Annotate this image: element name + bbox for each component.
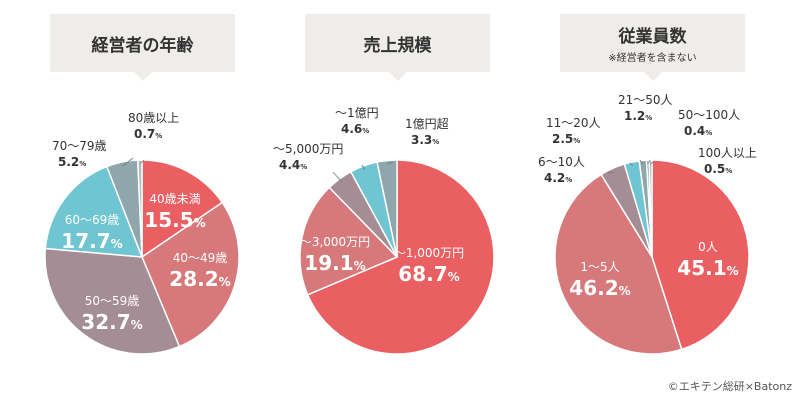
pie-chart-employees: 0人 45.1% 1〜5人 46.2% 6〜10人 4.2% 11〜20人 2.5% 21〜50… (538, 93, 757, 355)
slice-label: 1億円超 (405, 116, 449, 131)
panel-sales: 売上規模 〜1,000万円 68.7% 〜3,000万円 19.1% 〜5,000万円 4… (273, 0, 555, 370)
slice-label: 100人以上 (698, 146, 757, 160)
slice-value: 46.2% (569, 276, 630, 300)
slice-label: 〜1,000万円 (394, 246, 464, 260)
slice-value: 2.5% (552, 132, 580, 146)
header-age: 経営者の年齢 (50, 14, 235, 81)
pie-slice (648, 159, 653, 258)
slice-label: 70〜79歳 (52, 139, 107, 153)
slice-label: 〜3,000万円 (300, 235, 370, 249)
leader-line (650, 161, 654, 165)
slice-value: 45.1% (677, 256, 738, 280)
pie-chart-age: 40歳未満 15.5% 40〜49歳 28.2% 50〜59歳 32.7% 60〜69歳 17… (44, 111, 240, 355)
slice-label: 1〜5人 (580, 260, 619, 274)
chart-title: 経営者の年齢 (91, 35, 194, 56)
slice-label: 60〜69歳 (65, 213, 120, 227)
pie-slices (44, 159, 240, 355)
leader-line (647, 159, 651, 165)
slice-label: 〜5,000万円 (273, 142, 343, 156)
header-sales: 売上規模 (305, 14, 490, 81)
slice-label: 0人 (698, 240, 718, 254)
slice-value: 5.2% (58, 155, 86, 169)
leader-line (387, 161, 394, 165)
pie-slice (141, 159, 224, 259)
pie-slices (554, 159, 750, 355)
pie-slice (44, 247, 181, 355)
slice-value: 4.6% (341, 122, 369, 136)
pie-slice (299, 186, 399, 296)
slice-value: 15.5% (144, 208, 205, 232)
slice-value: 4.2% (544, 171, 572, 185)
panel-age: 経営者の年齢 40歳未満 15.5% 40〜49歳 28.2% 50〜59歳 32.7% 6… (40, 0, 300, 370)
leader-line (122, 157, 134, 167)
leader-line (607, 171, 615, 174)
slice-label: 40〜49歳 (173, 251, 228, 265)
chart-title: 売上規模 (363, 35, 432, 56)
slice-value: 17.7% (61, 229, 122, 253)
leader-line (639, 159, 644, 165)
chart-subtitle: ※経営者を含まない (608, 53, 697, 64)
slice-value: 32.7% (81, 310, 142, 334)
credit-text: ©エキテン総研×Batonz (667, 380, 792, 393)
slice-value: 4.4% (279, 158, 307, 172)
pie-slice (136, 159, 143, 258)
slice-label: 6〜10人 (538, 155, 585, 169)
slice-value: 0.4% (684, 124, 712, 138)
pie-slice (44, 165, 144, 258)
leader-line (361, 164, 366, 170)
slice-value: 19.1% (304, 251, 365, 275)
leader-line (629, 162, 633, 167)
chart-title: 従業員数 (618, 27, 687, 47)
pie-slices (299, 159, 495, 355)
pie-slice (651, 159, 750, 351)
slice-value: 3.3% (411, 133, 439, 147)
pie-chart-sales: 〜1,000万円 68.7% 〜3,000万円 19.1% 〜5,000万円 4.4% 〜1… (273, 106, 495, 355)
pie-slice (554, 173, 683, 355)
slice-value: 0.5% (704, 162, 732, 176)
slice-label: 40歳未満 (149, 192, 200, 206)
slice-value: 0.7% (134, 127, 162, 141)
pie-slice (376, 159, 398, 258)
pie-slice (306, 159, 495, 355)
slice-value: 28.2% (169, 267, 230, 291)
slice-label: 21〜50人 (618, 93, 673, 107)
leader-line (332, 171, 343, 183)
slice-label: 50〜100人 (678, 108, 740, 122)
panel-employees: 従業員数 ※経営者を含まない 0人 45.1% 1〜5人 46.2% 6〜10人 4.2%… (538, 0, 800, 370)
header-employees: 従業員数 ※経営者を含まない (560, 14, 745, 81)
slice-label: 11〜20人 (546, 116, 601, 130)
slice-value: 68.7% (398, 262, 459, 286)
slice-label: 〜1億円 (335, 106, 379, 120)
slice-value: 1.2% (624, 109, 652, 123)
slice-label: 50〜59歳 (85, 294, 140, 308)
leader-line (139, 159, 145, 165)
slice-label: 80歳以上 (128, 111, 179, 125)
pie-slice (141, 201, 240, 348)
